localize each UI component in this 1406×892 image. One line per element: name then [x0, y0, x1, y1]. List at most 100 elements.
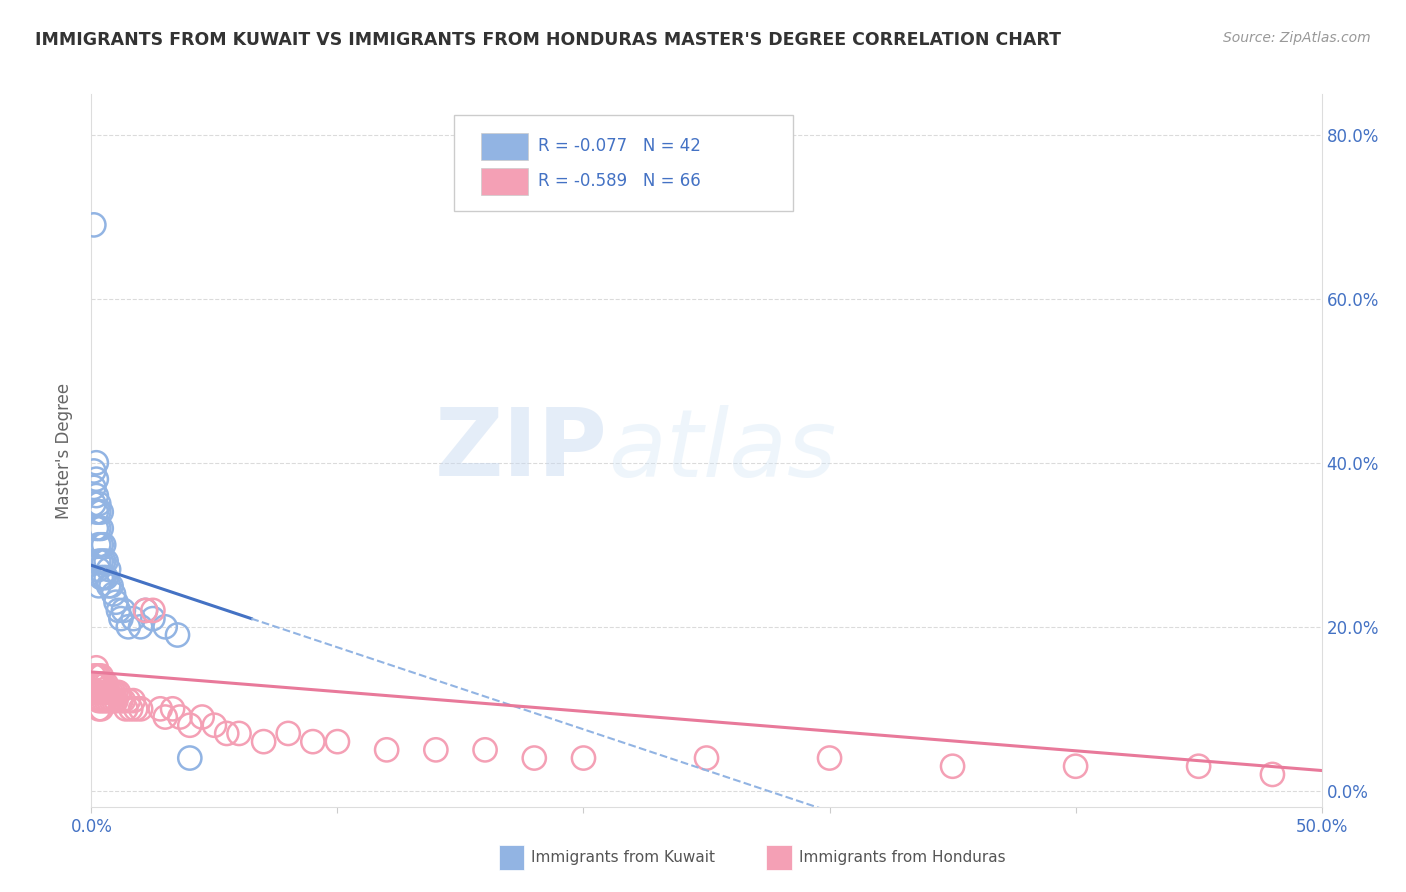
Point: [86, 661, 108, 675]
Text: atlas: atlas: [607, 405, 837, 496]
Point: [129, 620, 152, 634]
Point: [86, 521, 108, 535]
Point: [425, 743, 447, 757]
Point: [191, 710, 214, 724]
Point: [97, 693, 120, 707]
Point: [83, 480, 105, 494]
Point: [142, 612, 165, 626]
Text: Immigrants from Kuwait: Immigrants from Kuwait: [531, 850, 716, 864]
Point: [202, 718, 225, 732]
Point: [1187, 759, 1209, 773]
Point: [96, 554, 117, 568]
Point: [83, 464, 105, 478]
Point: [107, 685, 129, 699]
Point: [87, 538, 110, 552]
Point: [87, 702, 110, 716]
Point: [114, 702, 138, 716]
Point: [86, 472, 108, 486]
Point: [135, 603, 156, 617]
Point: [87, 562, 110, 576]
Point: [122, 612, 145, 626]
Point: [90, 571, 112, 585]
Point: [112, 693, 135, 707]
Point: [100, 693, 122, 707]
Point: [105, 595, 127, 609]
Point: [87, 693, 110, 707]
Point: [103, 587, 125, 601]
Point: [87, 685, 110, 699]
Text: R = -0.589   N = 66: R = -0.589 N = 66: [538, 172, 700, 190]
Point: [122, 693, 145, 707]
Point: [83, 669, 105, 683]
Point: [129, 702, 152, 716]
Point: [179, 718, 201, 732]
Point: [1064, 759, 1087, 773]
Bar: [481, 168, 529, 195]
Point: [87, 677, 110, 691]
Point: [83, 497, 105, 511]
Point: [818, 751, 841, 765]
Point: [162, 702, 184, 716]
Point: [96, 677, 117, 691]
Point: [153, 620, 177, 634]
Point: [117, 693, 139, 707]
Point: [301, 734, 323, 748]
Point: [96, 693, 117, 707]
Point: [474, 743, 496, 757]
Point: [105, 693, 127, 707]
Point: [100, 685, 122, 699]
Point: [523, 751, 546, 765]
Point: [124, 702, 146, 716]
Point: [166, 628, 188, 642]
Point: [110, 612, 132, 626]
Point: [228, 726, 250, 740]
Point: [117, 620, 139, 634]
Point: [375, 743, 398, 757]
Point: [87, 669, 110, 683]
Point: [103, 685, 125, 699]
Point: [86, 505, 108, 519]
Point: [90, 538, 112, 552]
Point: [86, 685, 108, 699]
Point: [90, 521, 112, 535]
Point: [100, 579, 122, 593]
Point: [93, 538, 115, 552]
Point: [941, 759, 963, 773]
Point: [87, 497, 110, 511]
Point: [90, 554, 112, 568]
Point: [149, 702, 172, 716]
Point: [96, 571, 117, 585]
Point: [107, 603, 129, 617]
Point: [90, 685, 112, 699]
Point: [93, 677, 115, 691]
Text: R = -0.077   N = 42: R = -0.077 N = 42: [538, 137, 700, 155]
Point: [135, 603, 156, 617]
Point: [253, 734, 276, 748]
Point: [112, 603, 135, 617]
Point: [169, 710, 191, 724]
Point: [215, 726, 238, 740]
Y-axis label: Master's Degree: Master's Degree: [55, 383, 73, 518]
Text: Immigrants from Honduras: Immigrants from Honduras: [799, 850, 1005, 864]
Point: [142, 603, 165, 617]
Point: [90, 505, 112, 519]
Point: [153, 710, 177, 724]
Point: [86, 677, 108, 691]
Point: [179, 751, 201, 765]
Point: [326, 734, 349, 748]
Point: [90, 702, 112, 716]
Point: [110, 693, 132, 707]
Point: [93, 554, 115, 568]
Point: [86, 669, 108, 683]
Point: [86, 489, 108, 503]
Point: [93, 685, 115, 699]
Point: [90, 693, 112, 707]
Point: [90, 677, 112, 691]
Text: ZIP: ZIP: [436, 404, 607, 497]
Point: [1261, 767, 1284, 781]
Text: Source: ZipAtlas.com: Source: ZipAtlas.com: [1223, 31, 1371, 45]
Bar: [481, 133, 529, 160]
Point: [83, 218, 105, 232]
Point: [695, 751, 717, 765]
Point: [83, 685, 105, 699]
